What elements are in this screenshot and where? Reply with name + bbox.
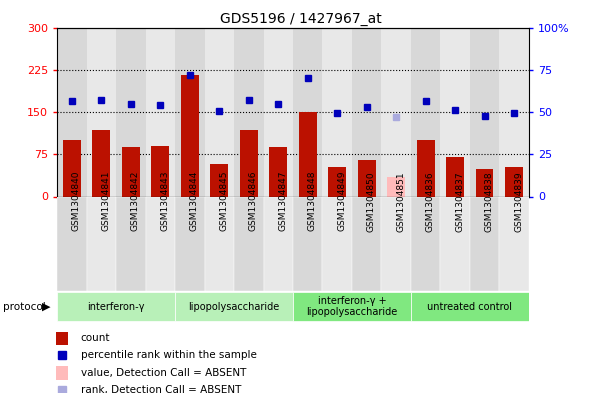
- Text: GSM1304838: GSM1304838: [484, 171, 493, 231]
- Bar: [234, 28, 263, 196]
- Bar: [145, 28, 175, 196]
- Bar: [93, 130, 110, 196]
- Bar: [293, 28, 323, 196]
- Bar: [447, 157, 464, 196]
- Bar: [328, 167, 346, 196]
- Bar: [63, 140, 81, 196]
- Text: GSM1304842: GSM1304842: [131, 171, 140, 231]
- Text: count: count: [81, 333, 110, 343]
- Bar: [210, 164, 228, 196]
- Text: GSM1304843: GSM1304843: [160, 171, 169, 231]
- Text: GSM1304846: GSM1304846: [249, 171, 258, 231]
- Bar: [387, 177, 405, 196]
- Bar: [234, 196, 263, 291]
- Bar: [57, 28, 87, 196]
- Bar: [204, 196, 234, 291]
- Text: GSM1304841: GSM1304841: [102, 171, 111, 231]
- Bar: [87, 196, 116, 291]
- Text: GSM1304840: GSM1304840: [72, 171, 81, 231]
- Bar: [417, 140, 435, 196]
- Bar: [352, 196, 382, 291]
- Bar: [116, 196, 145, 291]
- Bar: [57, 196, 87, 291]
- Text: rank, Detection Call = ABSENT: rank, Detection Call = ABSENT: [81, 385, 241, 393]
- Text: GSM1304851: GSM1304851: [396, 171, 405, 231]
- Bar: [204, 28, 234, 196]
- Bar: [323, 28, 352, 196]
- Text: GSM1304849: GSM1304849: [337, 171, 346, 231]
- Bar: [411, 196, 441, 291]
- Bar: [299, 112, 317, 196]
- Bar: [505, 167, 523, 196]
- Bar: [441, 196, 470, 291]
- Bar: [470, 28, 499, 196]
- Text: GSM1304848: GSM1304848: [308, 171, 317, 231]
- Bar: [470, 196, 499, 291]
- Text: interferon-γ: interferon-γ: [87, 301, 145, 312]
- Text: percentile rank within the sample: percentile rank within the sample: [81, 350, 257, 360]
- Bar: [323, 196, 352, 291]
- Bar: [263, 196, 293, 291]
- Bar: [56, 366, 68, 380]
- Bar: [175, 28, 204, 196]
- Bar: [499, 196, 529, 291]
- Bar: [175, 292, 293, 321]
- Bar: [269, 147, 287, 196]
- Text: GSM1304839: GSM1304839: [514, 171, 523, 231]
- Bar: [145, 196, 175, 291]
- Bar: [411, 28, 441, 196]
- Bar: [122, 147, 139, 196]
- Text: GSM1304836: GSM1304836: [426, 171, 435, 231]
- Bar: [175, 196, 204, 291]
- Bar: [181, 75, 198, 196]
- Bar: [352, 28, 382, 196]
- Bar: [441, 28, 470, 196]
- Text: GSM1304845: GSM1304845: [219, 171, 228, 231]
- Text: GSM1304844: GSM1304844: [190, 171, 199, 231]
- Bar: [240, 130, 258, 196]
- Text: value, Detection Call = ABSENT: value, Detection Call = ABSENT: [81, 368, 246, 378]
- Bar: [116, 28, 145, 196]
- Text: interferon-γ +
lipopolysaccharide: interferon-γ + lipopolysaccharide: [307, 296, 398, 317]
- Text: GSM1304837: GSM1304837: [455, 171, 464, 231]
- Text: lipopolysaccharide: lipopolysaccharide: [188, 301, 279, 312]
- Text: untreated control: untreated control: [427, 301, 513, 312]
- Bar: [411, 292, 529, 321]
- Bar: [382, 28, 411, 196]
- Bar: [57, 292, 175, 321]
- Bar: [499, 28, 529, 196]
- Text: GDS5196 / 1427967_at: GDS5196 / 1427967_at: [219, 12, 382, 26]
- Bar: [382, 196, 411, 291]
- Bar: [293, 196, 323, 291]
- Text: GSM1304850: GSM1304850: [367, 171, 376, 231]
- Bar: [56, 332, 68, 345]
- Bar: [151, 146, 169, 196]
- Bar: [87, 28, 116, 196]
- Bar: [476, 169, 493, 196]
- Text: GSM1304847: GSM1304847: [278, 171, 287, 231]
- Bar: [293, 292, 411, 321]
- Bar: [263, 28, 293, 196]
- Text: ▶: ▶: [42, 301, 50, 312]
- Bar: [358, 160, 376, 196]
- Text: protocol: protocol: [3, 301, 46, 312]
